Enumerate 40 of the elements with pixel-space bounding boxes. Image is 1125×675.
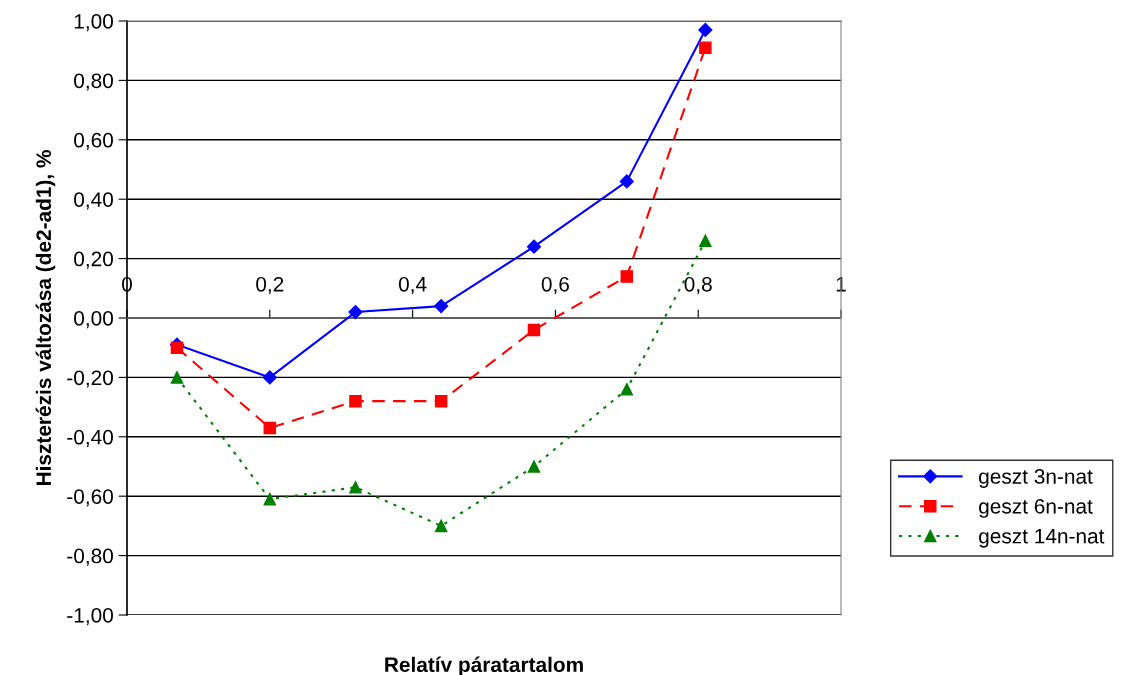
y-tick-label: -0,80 xyxy=(67,548,113,566)
point xyxy=(263,421,277,435)
legend-label: geszt 3n-nat xyxy=(979,469,1093,488)
y-tick-label: -1,00 xyxy=(67,608,113,626)
point xyxy=(527,323,541,337)
point xyxy=(619,174,634,189)
point xyxy=(262,370,277,385)
x-tick-label: 0,6 xyxy=(541,276,569,295)
point xyxy=(698,22,713,37)
legend-label: geszt 6n-nat xyxy=(979,498,1093,518)
y-tick-label: 0,00 xyxy=(74,311,113,329)
point xyxy=(348,304,363,320)
y-tick-label: 0,60 xyxy=(74,132,113,151)
point xyxy=(349,394,362,408)
y-tick-label: 0,80 xyxy=(74,73,113,91)
point xyxy=(527,460,541,473)
point xyxy=(620,270,634,283)
point xyxy=(699,41,712,54)
point xyxy=(434,299,449,314)
point xyxy=(349,481,362,494)
point xyxy=(170,341,184,354)
point xyxy=(434,394,448,408)
y-tick-label: 1,00 xyxy=(74,14,113,32)
x-tick-label: 0,4 xyxy=(398,276,427,295)
y-tick-label: 0,20 xyxy=(74,251,113,269)
point xyxy=(170,371,184,384)
point xyxy=(434,519,448,533)
y-tick-label: -0,20 xyxy=(67,370,113,388)
y-tick-label: -0,40 xyxy=(67,429,113,448)
point xyxy=(526,239,542,254)
legend-label: geszt 14n-nat xyxy=(979,528,1105,548)
point xyxy=(263,492,277,506)
y-axis-title: Hiszterézis változása (de2-ad1), % xyxy=(35,150,56,486)
point xyxy=(620,383,634,396)
x-tick-label: 0,2 xyxy=(256,276,284,295)
y-tick-label: 0,40 xyxy=(74,192,113,210)
point xyxy=(699,234,712,248)
x-tick-label: 0,8 xyxy=(684,276,712,295)
y-tick-label: -0,60 xyxy=(67,489,113,507)
x-tick-label: 1 xyxy=(836,277,846,292)
